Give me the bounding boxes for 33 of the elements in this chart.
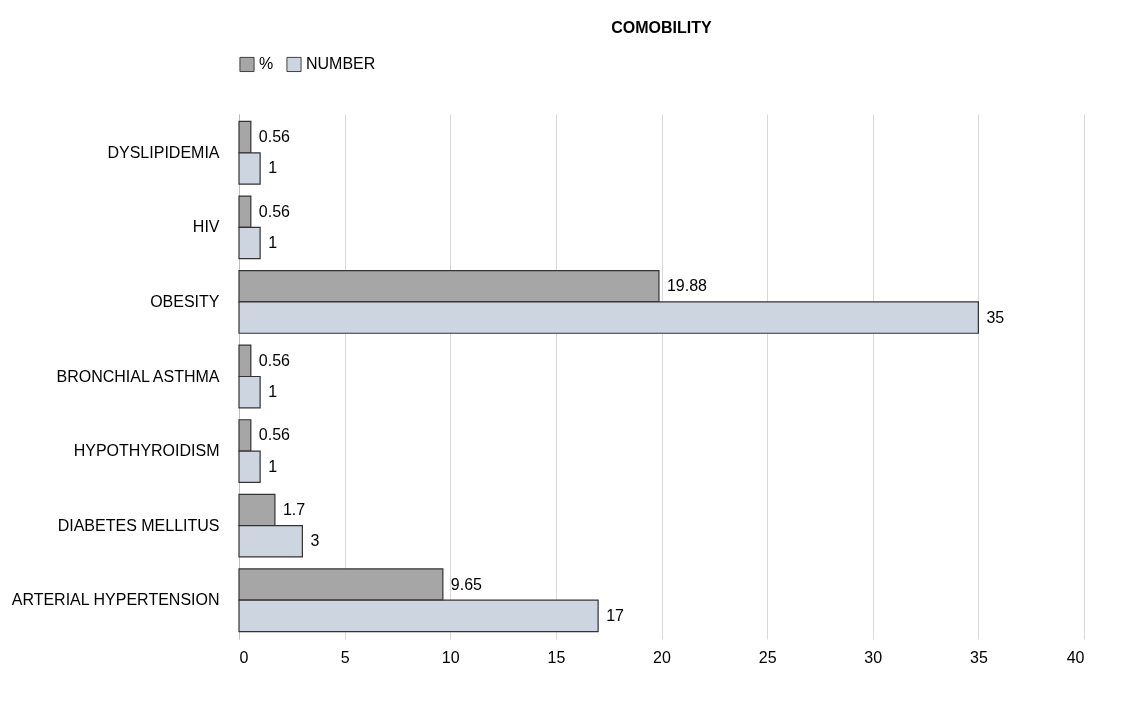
y-tick-label: HIV <box>192 218 220 236</box>
y-tick-label: DYSLIPIDEMIA <box>107 143 220 161</box>
data-label: 9.65 <box>450 575 483 593</box>
data-label: 3 <box>310 532 320 550</box>
y-tick-label: HYPOTHYROIDISM <box>73 442 220 460</box>
x-tick-label: 30 <box>864 648 883 666</box>
data-label: 35 <box>986 308 1005 326</box>
y-tick-label: ARTERIAL HYPERTENSION <box>11 591 220 609</box>
data-label: 0.56 <box>258 128 291 146</box>
y-tick-label: OBESITY <box>150 292 220 310</box>
data-label: 0.56 <box>258 426 291 444</box>
legend-label: % <box>259 55 274 73</box>
legend-label: NUMBER <box>306 55 376 73</box>
data-label: 1 <box>268 159 278 177</box>
data-label: 1 <box>268 383 278 401</box>
data-label: 0.56 <box>258 202 291 220</box>
y-tick-label: BRONCHIAL ASTHMA <box>56 367 220 385</box>
data-label: 1 <box>268 457 278 475</box>
x-tick-label: 25 <box>758 648 777 666</box>
x-tick-label: 20 <box>653 648 671 666</box>
x-tick-label: 0 <box>239 648 249 666</box>
data-label: 1 <box>268 234 278 252</box>
chart-title: COMOBILITY <box>611 19 713 36</box>
x-tick-label: 10 <box>441 648 460 666</box>
data-label: 19.88 <box>666 277 708 295</box>
data-label: 17 <box>606 606 625 624</box>
x-tick-label: 15 <box>547 648 566 666</box>
x-tick-label: 35 <box>969 648 988 666</box>
x-tick-label: 5 <box>340 648 350 666</box>
y-tick-label: DIABETES MELLITUS <box>57 516 220 534</box>
data-label: 0.56 <box>258 351 291 369</box>
x-tick-label: 40 <box>1066 648 1085 666</box>
data-label: 1.7 <box>282 500 306 518</box>
